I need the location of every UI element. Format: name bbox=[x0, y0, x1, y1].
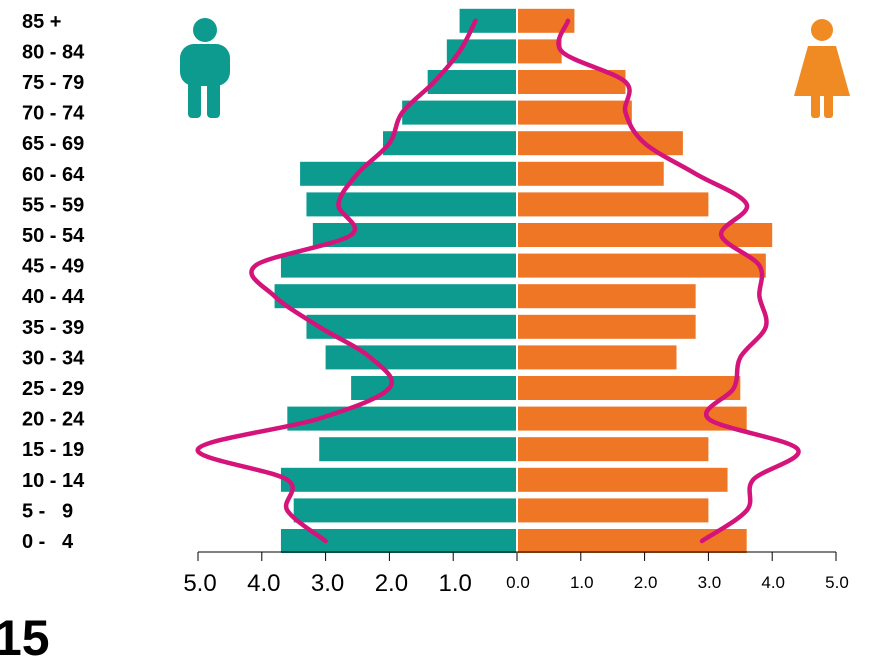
age-group-label: 15 - 19 bbox=[22, 439, 84, 461]
x-tick-label: 4.0 bbox=[761, 573, 785, 592]
bottom-title-fragment: 15 bbox=[0, 610, 50, 666]
age-group-label: 70 - 74 bbox=[22, 103, 85, 125]
male-person-icon bbox=[180, 18, 230, 118]
male-bar bbox=[280, 467, 517, 492]
female-bar bbox=[517, 223, 773, 247]
age-group-label: 45 - 49 bbox=[22, 256, 84, 278]
female-bar bbox=[517, 314, 696, 339]
x-tick-label: 1.0 bbox=[439, 570, 472, 597]
male-bar bbox=[306, 314, 517, 339]
female-bar bbox=[517, 284, 696, 309]
age-group-label: 40 - 44 bbox=[22, 286, 85, 308]
female-bar bbox=[517, 498, 709, 523]
female-bar bbox=[517, 253, 766, 278]
male-bar bbox=[280, 253, 517, 278]
male-bar bbox=[459, 8, 517, 33]
female-bar bbox=[517, 192, 709, 217]
female-bar bbox=[517, 39, 562, 64]
x-axis: 5.0 4.0 3.0 2.0 1.0 0.0 1.0 2.0 3.0 4.0 5.0 bbox=[183, 551, 849, 597]
female-bar bbox=[517, 529, 747, 553]
overlay-curves bbox=[195, 18, 801, 544]
age-group-label: 10 - 14 bbox=[22, 470, 85, 492]
age-group-label: 20 - 24 bbox=[22, 409, 85, 431]
male-bar bbox=[274, 284, 517, 309]
age-group-label: 5 - 9 bbox=[22, 500, 73, 522]
female-bar bbox=[517, 376, 741, 400]
age-group-label: 30 - 34 bbox=[22, 347, 85, 369]
x-tick-label: 1.0 bbox=[570, 573, 594, 592]
male-bar bbox=[312, 223, 517, 247]
age-group-label: 50 - 54 bbox=[22, 225, 85, 247]
female-person-icon bbox=[794, 19, 850, 118]
x-tick-label: 2.0 bbox=[375, 570, 408, 597]
x-tick-label: 5.0 bbox=[183, 570, 216, 597]
male-bar bbox=[319, 437, 517, 462]
female-bar bbox=[517, 345, 677, 370]
female-bar bbox=[517, 437, 709, 462]
age-group-label: 85 + bbox=[22, 11, 61, 33]
age-group-label: 75 - 79 bbox=[22, 72, 84, 94]
male-bar bbox=[280, 529, 517, 553]
female-overlay-curve bbox=[556, 18, 801, 544]
age-group-label: 25 - 29 bbox=[22, 378, 84, 400]
x-tick-label: 4.0 bbox=[247, 570, 280, 597]
x-tick-label: 2.0 bbox=[634, 573, 658, 592]
age-group-labels: 0 - 4 5 - 9 10 - 14 15 - 19 20 - 24 25 - 29 30… bbox=[22, 11, 85, 553]
age-group-label: 65 - 69 bbox=[22, 133, 84, 155]
x-tick-label: 3.0 bbox=[311, 570, 344, 597]
x-tick-label: 5.0 bbox=[825, 573, 849, 592]
x-tick-label: 3.0 bbox=[698, 573, 722, 592]
x-tick-label: 0.0 bbox=[506, 573, 530, 592]
age-group-label: 80 - 84 bbox=[22, 41, 85, 63]
female-bar bbox=[517, 161, 664, 186]
male-bar bbox=[383, 131, 517, 156]
female-bar bbox=[517, 100, 632, 125]
age-group-label: 60 - 64 bbox=[22, 164, 85, 186]
male-overlay-curve bbox=[195, 18, 478, 544]
male-bars bbox=[274, 8, 517, 553]
female-bars bbox=[517, 8, 773, 553]
male-bar bbox=[300, 161, 517, 186]
male-bar bbox=[293, 498, 517, 523]
age-group-label: 55 - 59 bbox=[22, 194, 84, 216]
male-bar bbox=[402, 100, 517, 125]
age-group-label: 0 - 4 bbox=[22, 531, 74, 553]
female-bar bbox=[517, 467, 728, 492]
age-group-label: 35 - 39 bbox=[22, 317, 84, 339]
